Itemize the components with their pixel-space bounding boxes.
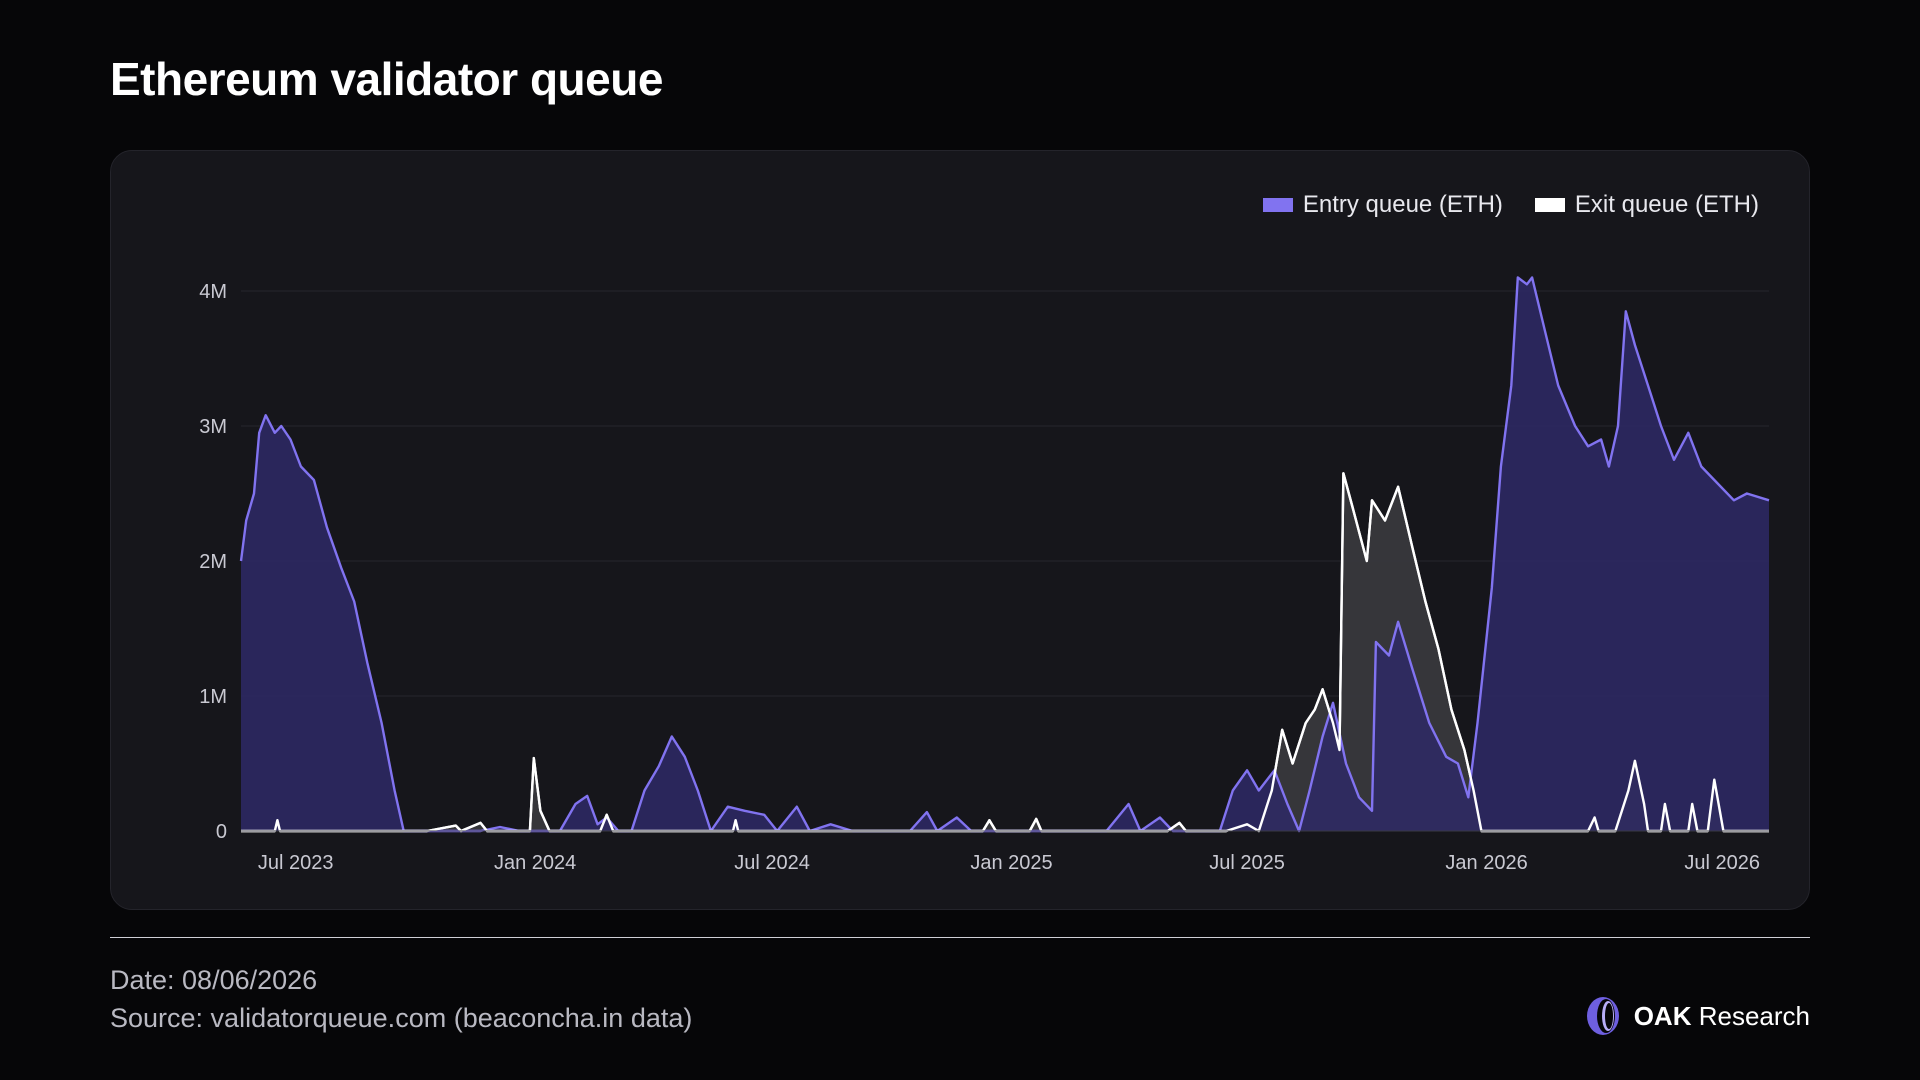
y-tick-label: 2M bbox=[199, 551, 227, 573]
y-tick-label: 3M bbox=[199, 416, 227, 438]
x-tick-label: Jul 2026 bbox=[1684, 852, 1760, 874]
y-tick-label: 1M bbox=[199, 686, 227, 708]
legend-label-exit: Exit queue (ETH) bbox=[1574, 191, 1759, 218]
y-tick-label: 0 bbox=[216, 821, 227, 843]
oak-logo-icon bbox=[1586, 997, 1619, 1035]
page-title: Ethereum validator queue bbox=[110, 53, 663, 105]
x-tick-label: Jan 2026 bbox=[1445, 852, 1527, 874]
legend-item-exit[interactable]: Exit queue (ETH) bbox=[1534, 191, 1759, 219]
footer-date: Date: 08/06/2026 bbox=[110, 965, 318, 995]
legend-swatch-entry bbox=[1262, 198, 1293, 212]
legend-label-entry: Entry queue (ETH) bbox=[1302, 191, 1503, 218]
x-tick-label: Jul 2025 bbox=[1209, 852, 1285, 874]
brand-name-rest: Research bbox=[1698, 1000, 1810, 1031]
entry-queue-area bbox=[241, 277, 1769, 831]
x-tick-label: Jul 2023 bbox=[258, 852, 334, 874]
chart-plot: 0 1M 2M 3M 4M Jul 2023 Jan 2024 Jul 2024 Jan 202… bbox=[199, 276, 1770, 874]
legend-item-entry[interactable]: Entry queue (ETH) bbox=[1262, 191, 1503, 219]
footer-divider bbox=[110, 937, 1810, 938]
y-tick-label: 4M bbox=[199, 281, 227, 303]
x-tick-label: Jul 2024 bbox=[734, 852, 810, 874]
legend-swatch-exit bbox=[1534, 198, 1565, 212]
x-tick-label: Jan 2025 bbox=[970, 852, 1052, 874]
brand-name-bold: OAK bbox=[1633, 1000, 1692, 1031]
x-tick-label: Jan 2024 bbox=[494, 852, 576, 874]
footer-source: Source: validatorqueue.com (beaconcha.in… bbox=[110, 1003, 693, 1033]
chart-legend: Entry queue (ETH) Exit queue (ETH) bbox=[1262, 191, 1759, 219]
chart-panel: 0 1M 2M 3M 4M Jul 2023 Jan 2024 Jul 2024 Jan 202… bbox=[110, 150, 1810, 910]
exit-queue-line-top bbox=[241, 472, 1769, 833]
brand[interactable]: OAK Research bbox=[1584, 995, 1810, 1037]
